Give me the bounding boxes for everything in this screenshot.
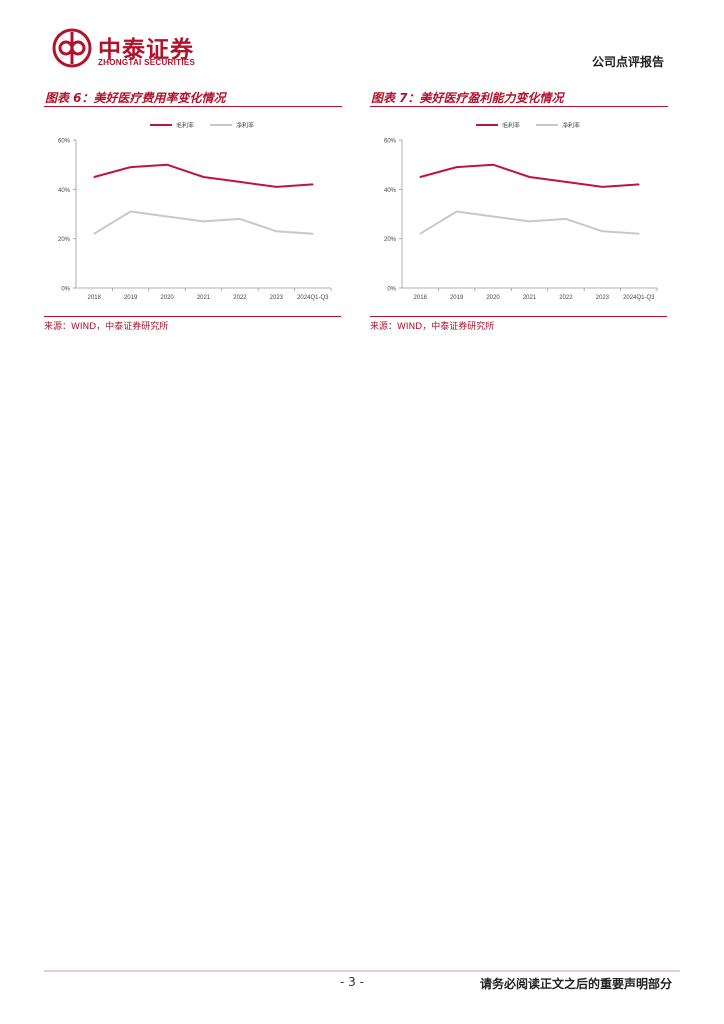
x-tick-label: 2018 (414, 295, 428, 301)
series-line-1 (93, 210, 313, 235)
report-type-label: 公司点评报告 (591, 55, 664, 69)
y-tick-label: 40% (58, 188, 71, 194)
data-point (565, 181, 567, 183)
x-tick-label: 2022 (559, 295, 573, 301)
legend-label: 净利率 (562, 122, 580, 130)
data-point (202, 220, 205, 223)
figure-7-title: 图表 7：美好医疗盈利能力变化情况 (370, 89, 668, 107)
legend-label: 净利率 (236, 122, 254, 130)
data-point (129, 210, 132, 213)
x-tick-label: 2020 (160, 295, 174, 301)
x-tick-label: 2019 (124, 295, 138, 301)
data-point (311, 232, 314, 235)
figure-6-source-rule: 来源：WIND，中泰证券研究所 (44, 316, 341, 333)
y-tick-label: 20% (384, 237, 397, 243)
x-tick-label: 2021 (197, 295, 211, 301)
data-point (419, 232, 422, 235)
company-logo: 中泰证券 ZHONGTAI SECURITIES (52, 28, 232, 72)
figure-7-source-rule: 来源：WIND，中泰证券研究所 (370, 316, 667, 333)
data-point (637, 183, 640, 186)
zhongtai-logo-icon (52, 28, 92, 68)
data-point (492, 215, 494, 218)
legend-label: 毛利率 (176, 122, 194, 130)
y-tick-label: 20% (58, 237, 71, 243)
y-tick-label: 40% (384, 188, 397, 194)
x-tick-label: 2023 (596, 295, 610, 301)
x-tick-label: 2024Q1-Q3 (297, 295, 329, 301)
data-point (166, 215, 168, 218)
data-point (601, 186, 604, 188)
data-point (492, 163, 494, 166)
footer-disclaimer-note: 请务必阅读正文之后的重要声明部分 (479, 977, 672, 991)
y-tick-label: 0% (61, 287, 70, 293)
legend-label: 毛利率 (502, 122, 520, 130)
series-line-0 (93, 163, 313, 188)
series-line-0 (419, 163, 639, 188)
data-point (93, 176, 96, 178)
data-point (129, 166, 132, 168)
page-number: - 3 - (340, 975, 364, 989)
x-tick-label: 2021 (523, 295, 537, 301)
figure-7-source: 来源：WIND，中泰证券研究所 (370, 322, 495, 332)
data-point (275, 230, 278, 233)
data-point (239, 181, 241, 183)
data-point (275, 186, 278, 188)
data-point (239, 218, 241, 220)
x-tick-label: 2022 (233, 295, 247, 301)
logo-chinese-name: 中泰证券 (98, 37, 194, 63)
x-tick-label: 2024Q1-Q3 (623, 295, 655, 301)
figure-7-chart: 0% 20% 40% 60% 2018 2019 2020 2021 2022 2023 2024Q… (384, 122, 658, 301)
data-point (311, 183, 314, 186)
data-point (166, 163, 168, 166)
data-point (419, 176, 422, 178)
footer-divider (44, 970, 680, 972)
data-point (455, 210, 458, 213)
data-point (455, 166, 458, 168)
figure-6-source: 来源：WIND，中泰证券研究所 (44, 322, 169, 332)
data-point (528, 176, 531, 178)
data-point (528, 220, 531, 223)
logo-english-name: ZHONGTAI SECURITIES (98, 58, 196, 67)
data-point (202, 176, 205, 178)
x-tick-label: 2023 (270, 295, 284, 301)
y-tick-label: 0% (387, 287, 396, 293)
x-tick-label: 2019 (450, 295, 464, 301)
series-line-1 (419, 210, 639, 235)
y-tick-label: 60% (58, 139, 71, 145)
data-point (93, 232, 96, 235)
x-tick-label: 2018 (88, 295, 102, 301)
data-point (601, 230, 604, 233)
data-point (637, 232, 640, 235)
figure-6-chart: 0% 20% 40% 60% 2018 2019 2020 2021 2022 2023 2024Q… (58, 122, 332, 301)
x-tick-label: 2020 (486, 295, 500, 301)
figure-6-title: 图表 6：美好医疗费用率变化情况 (44, 89, 342, 107)
y-tick-label: 60% (384, 139, 397, 145)
data-point (565, 218, 567, 220)
